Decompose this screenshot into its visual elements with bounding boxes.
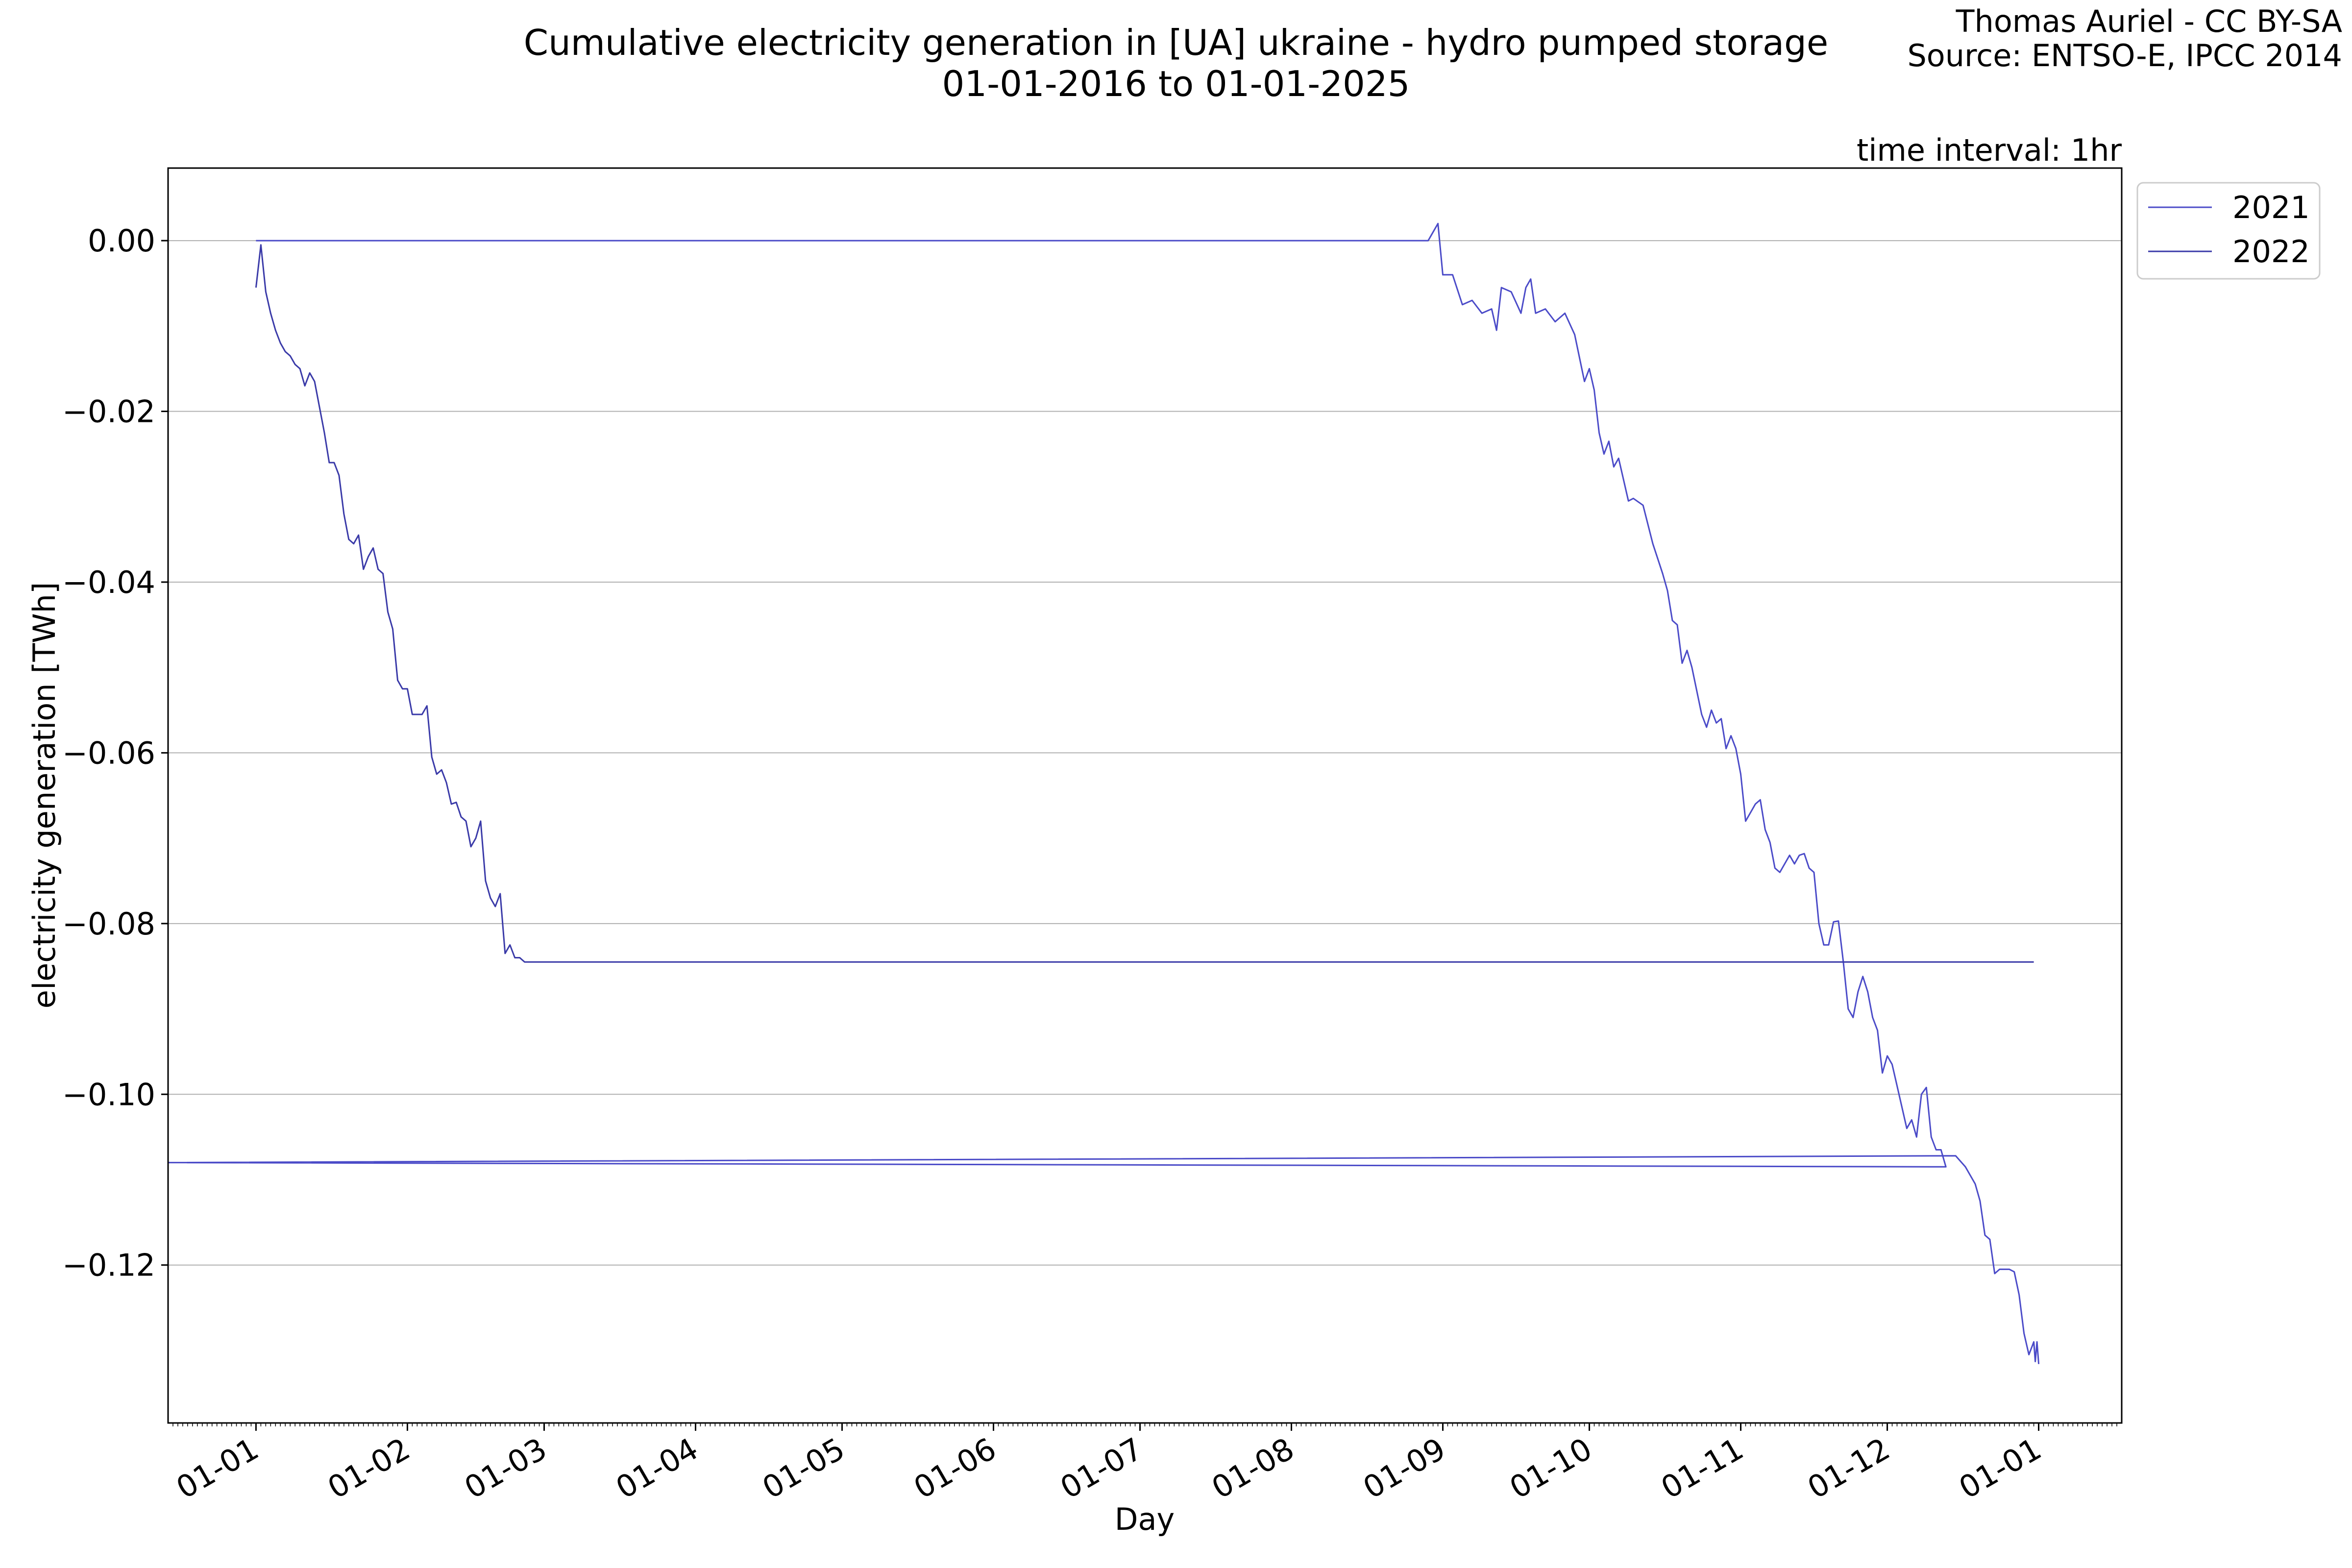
series-lines: [167, 222, 2040, 1364]
chart-title: Cumulative electricity generation in [UA…: [524, 22, 1828, 63]
credit-author: Thomas Auriel - CC BY-SA: [1956, 3, 2342, 39]
y-tick-label: −0.12: [62, 1248, 155, 1283]
chart-subtitle: 01-01-2016 to 01-01-2025: [942, 63, 1410, 104]
y-tick-label: −0.02: [62, 394, 155, 430]
y-axis-label: electricity generation [TWh]: [26, 582, 62, 1008]
series-line-2022: [255, 244, 2034, 963]
series-line-2021: [167, 222, 2040, 1364]
y-tick-label: 0.00: [88, 223, 155, 259]
legend: 2021 2022: [2136, 182, 2321, 280]
y-tick-label: −0.06: [62, 735, 155, 771]
legend-label-2021: 2021: [2232, 190, 2310, 225]
y-tick-label: −0.04: [62, 564, 155, 600]
x-axis-label: Day: [1115, 1501, 1175, 1537]
time-interval-note: time interval: 1hr: [1857, 132, 2122, 168]
y-tick-label: −0.08: [62, 906, 155, 942]
legend-label-2022: 2022: [2232, 234, 2310, 270]
y-axis: 0.00 −0.02 −0.04 −0.06 −0.08 −0.10 −0.12: [62, 223, 168, 1283]
plot-area: [168, 168, 2122, 1423]
credit-source: Source: ENTSO-E, IPCC 2014: [1907, 38, 2342, 74]
y-tick-label: −0.10: [62, 1077, 155, 1112]
